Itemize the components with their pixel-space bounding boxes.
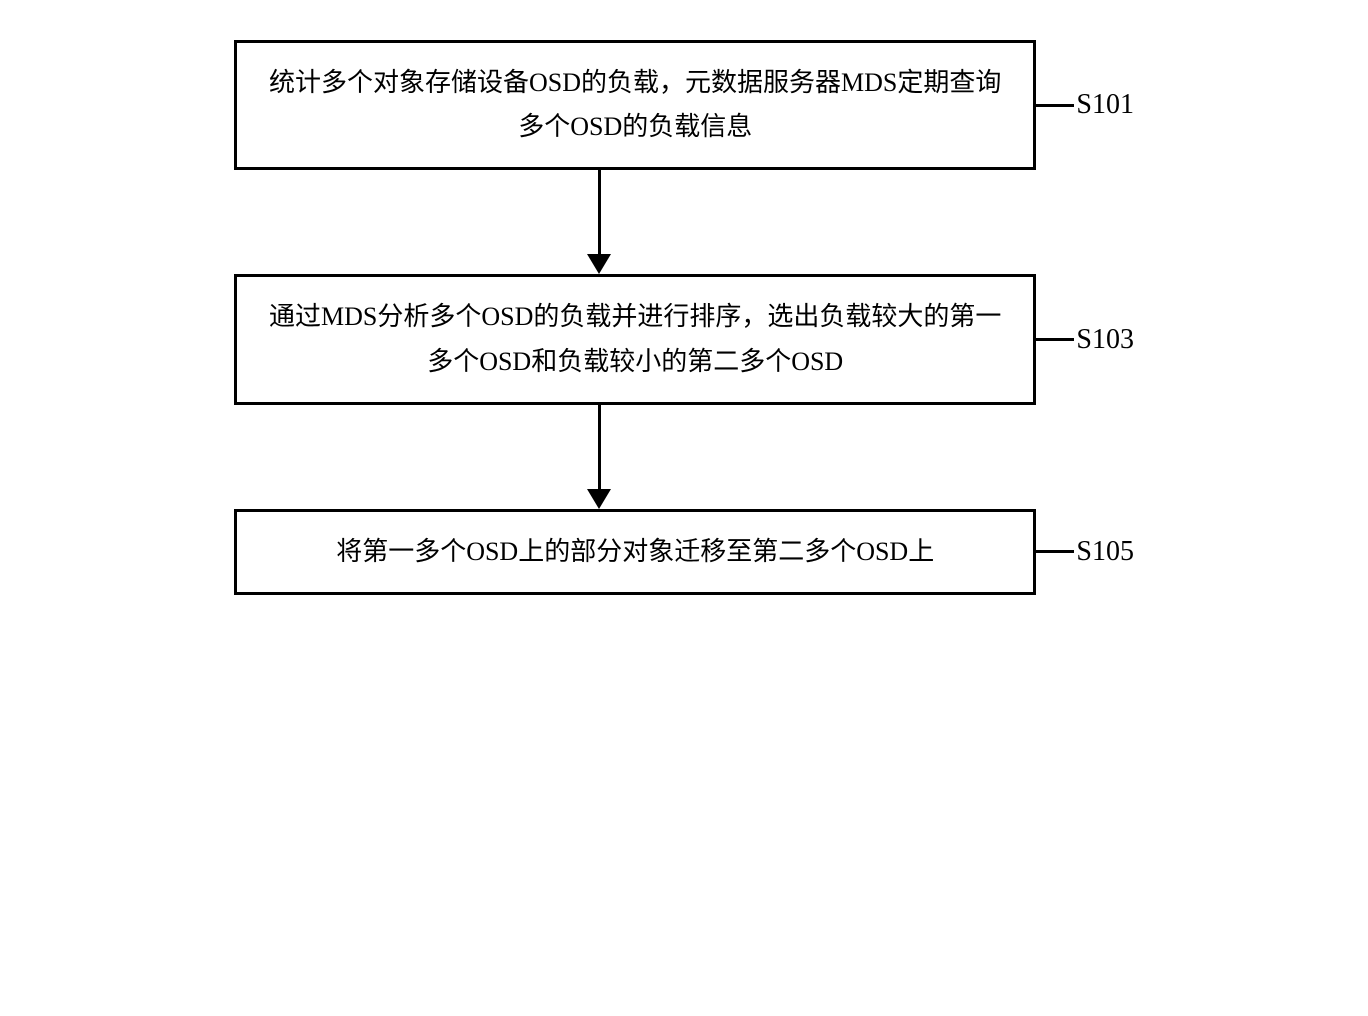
flow-box: 统计多个对象存储设备OSD的负载，元数据服务器MDS定期查询多个OSD的负载信息: [234, 40, 1036, 170]
connector-line: [1036, 104, 1074, 107]
flow-step-row: 通过MDS分析多个OSD的负载并进行排序，选出负载较大的第一多个OSD和负载较小…: [234, 274, 1134, 404]
connector-line: [1036, 338, 1074, 341]
flow-box: 将第一多个OSD上的部分对象迁移至第二多个OSD上: [234, 509, 1036, 595]
flow-arrow: [587, 170, 611, 274]
step-id-label: S103: [1074, 324, 1134, 356]
step-label-wrap: S105: [1036, 536, 1134, 568]
arrow-head-icon: [587, 489, 611, 509]
flow-step-row: 统计多个对象存储设备OSD的负载，元数据服务器MDS定期查询多个OSD的负载信息…: [234, 40, 1134, 170]
step-label-wrap: S101: [1036, 89, 1134, 121]
arrow-shaft: [598, 405, 601, 490]
connector-line: [1036, 550, 1074, 553]
flow-box: 通过MDS分析多个OSD的负载并进行排序，选出负载较大的第一多个OSD和负载较小…: [234, 274, 1036, 404]
flow-arrow: [587, 405, 611, 509]
step-id-label: S105: [1074, 536, 1134, 568]
flow-step-row: 将第一多个OSD上的部分对象迁移至第二多个OSD上 S105: [234, 509, 1134, 595]
step-label-wrap: S103: [1036, 324, 1134, 356]
step-id-label: S101: [1074, 89, 1134, 121]
arrow-shaft: [598, 170, 601, 255]
arrow-head-icon: [587, 254, 611, 274]
